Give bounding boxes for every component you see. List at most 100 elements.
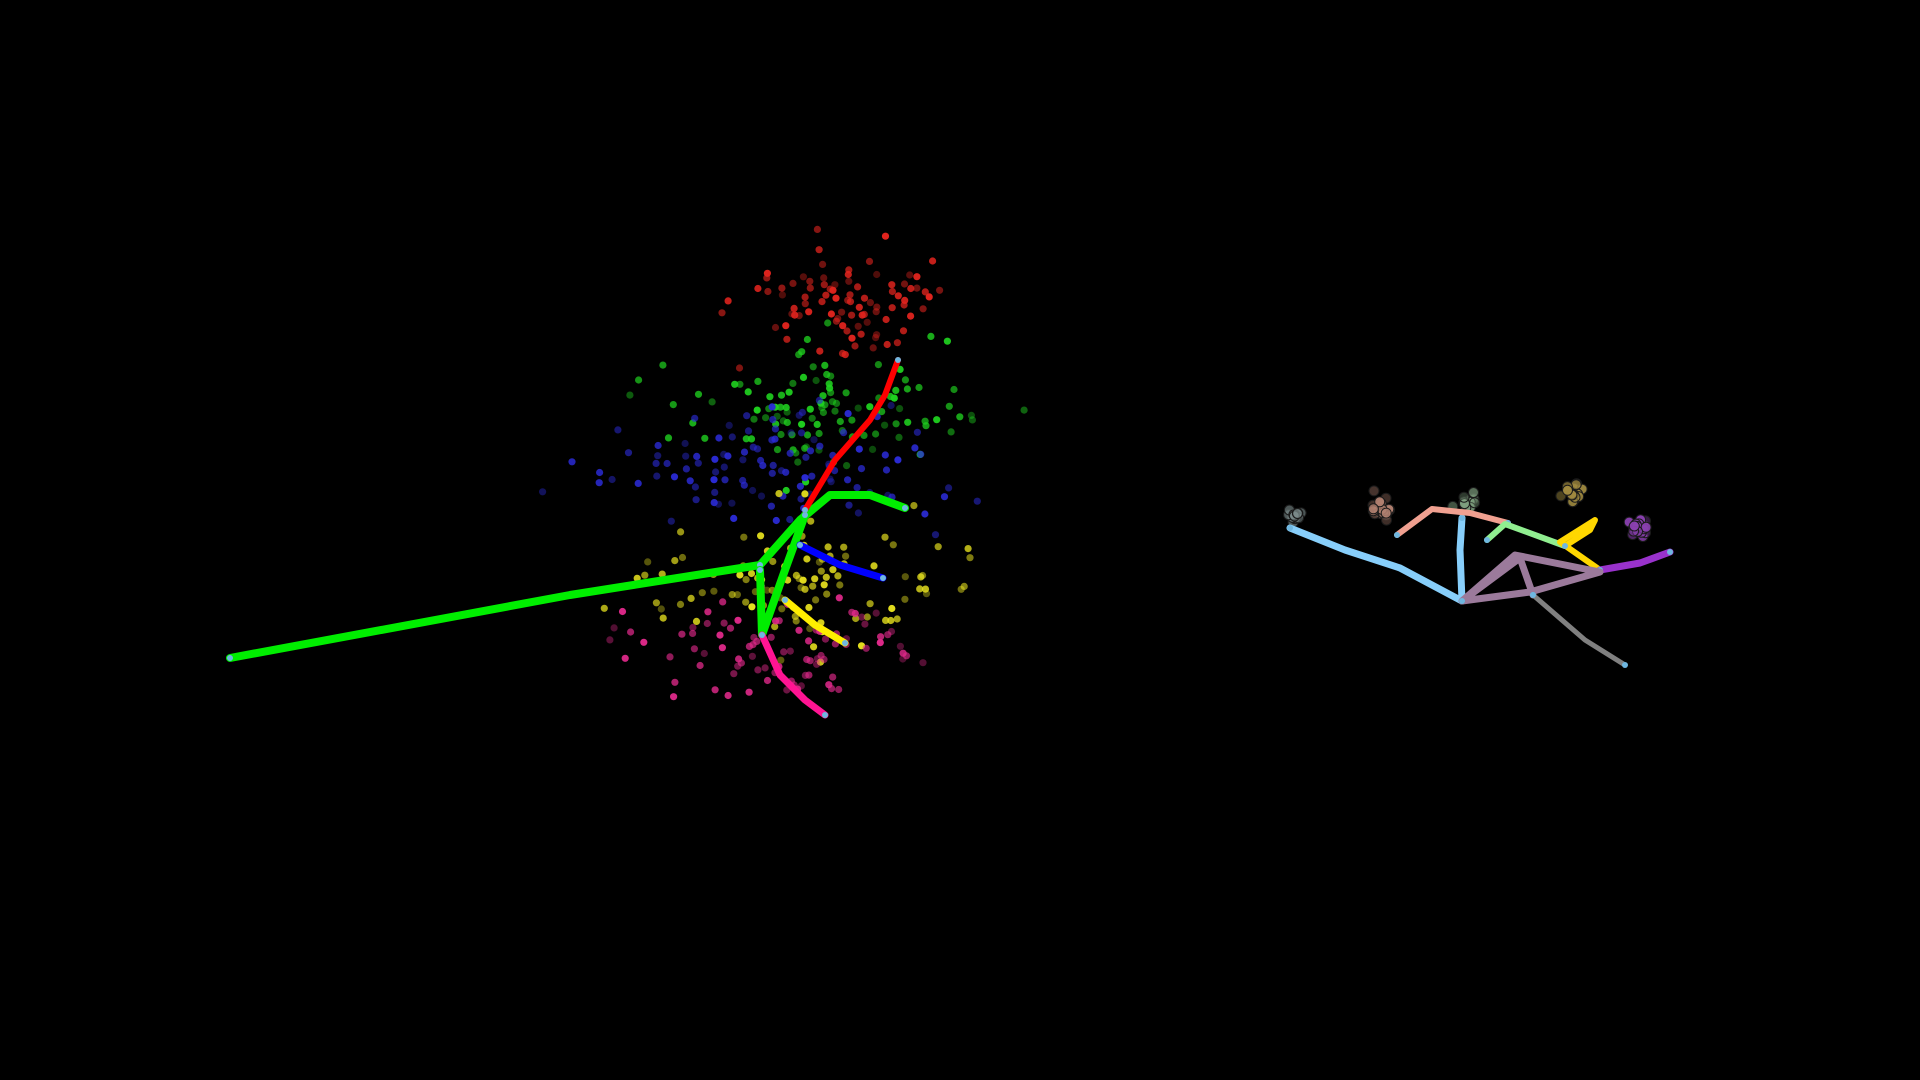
green-cluster-point	[789, 379, 797, 387]
red-cluster-point	[820, 274, 828, 282]
pink-cluster-point	[872, 609, 880, 617]
red-cluster-point	[907, 284, 915, 293]
pink-cluster-point	[876, 639, 884, 647]
green-cluster-point	[803, 431, 812, 439]
red-branch-node	[802, 507, 808, 513]
pink-cluster-point	[711, 686, 719, 694]
blue-cluster-point	[826, 475, 834, 483]
green-cluster-point	[747, 435, 756, 443]
green-cluster-point	[736, 380, 744, 388]
blue-cluster-point	[740, 448, 749, 456]
blue-cluster-point	[771, 425, 780, 433]
red-cluster-point	[778, 291, 787, 299]
red-cluster-point	[790, 304, 798, 312]
green-lower-branch-node	[802, 512, 808, 518]
green-lower-branch	[756, 511, 809, 639]
yellow-cluster-point	[801, 585, 809, 593]
blue-cluster-point	[686, 477, 694, 485]
pink-cluster-point	[670, 693, 678, 701]
blue-cluster-point	[720, 463, 728, 471]
yellow-cluster-point	[934, 543, 942, 551]
red-cluster-point	[718, 309, 726, 317]
green-cluster-point	[701, 434, 709, 442]
red-cluster-point	[869, 344, 877, 352]
green-cluster-point	[782, 403, 790, 412]
green-cluster-point	[869, 445, 877, 453]
pink-cluster-point	[719, 598, 727, 606]
blue-cluster-point	[692, 496, 700, 504]
pink-cluster-point	[726, 624, 735, 632]
pink-cluster-point	[851, 609, 859, 618]
pink-cluster-point	[724, 691, 732, 700]
yellow-cluster-point	[882, 616, 890, 625]
green-cluster-point	[933, 416, 941, 424]
green-cluster-point	[694, 390, 703, 398]
yellow-cluster-point	[771, 623, 779, 631]
green-cluster-point	[950, 385, 958, 394]
red-cluster-point	[806, 277, 814, 285]
pink-cluster-point	[627, 628, 635, 636]
pink-cluster-point	[690, 645, 699, 653]
red-cluster-point	[820, 281, 828, 289]
yellow-cluster-point	[736, 571, 744, 579]
red-cluster-point	[845, 277, 853, 285]
yellow-cluster-point	[812, 596, 820, 604]
blue-cluster-point	[816, 442, 824, 450]
red-cluster-point	[827, 310, 836, 318]
red-cluster-point	[925, 293, 933, 301]
green-cluster-point	[874, 361, 883, 369]
green-cluster-point	[664, 434, 673, 442]
green-cluster-point	[776, 403, 785, 411]
blue-cluster-point	[940, 493, 949, 501]
blue-cluster-point	[691, 414, 699, 422]
green-cluster-point	[812, 376, 820, 385]
yellow-cluster-point	[757, 532, 765, 540]
blue-cluster-point	[634, 479, 642, 487]
blue-cluster-point	[667, 517, 675, 525]
red-cluster-point	[866, 299, 875, 307]
yellow-cluster-point	[678, 553, 687, 562]
blue-cluster-point	[654, 452, 662, 460]
blue-cluster-point	[913, 428, 922, 436]
blue-cluster-point	[728, 433, 736, 441]
blue-cluster-point	[710, 476, 718, 484]
pink-cluster-point	[919, 659, 927, 667]
blue-branch-node	[797, 542, 803, 548]
pink-cluster-point	[718, 644, 727, 652]
red-cluster-point	[763, 269, 772, 277]
yellow-branch	[781, 596, 849, 647]
red-cluster-point	[832, 317, 841, 325]
yellow-cluster-point	[742, 576, 750, 584]
blue-cluster-point	[596, 468, 604, 477]
blue-cluster-point	[845, 501, 853, 509]
green-cluster-point	[943, 337, 952, 345]
yellow-cluster-point	[811, 575, 819, 583]
red-cluster-point	[841, 351, 849, 359]
pink-cluster	[606, 583, 927, 701]
pink-cluster-point	[786, 647, 794, 655]
yellow-cluster-point	[829, 566, 837, 574]
red-cluster-point	[846, 298, 855, 306]
pink-cluster-point	[817, 651, 825, 660]
red-cluster-point	[815, 246, 823, 254]
green-cluster-point	[866, 403, 874, 411]
red-branch	[802, 357, 901, 513]
pink-cluster-point	[750, 633, 758, 642]
tan-cluster	[1367, 485, 1396, 526]
trajectory-tree-left	[226, 225, 1028, 719]
red-cluster-point	[913, 284, 921, 292]
pink-cluster-point	[805, 637, 813, 645]
violet-cluster	[1623, 514, 1652, 542]
red-cluster-point	[888, 287, 897, 296]
green-cluster-point	[825, 380, 833, 388]
red-cluster-point	[899, 327, 908, 335]
red-cluster-point	[854, 283, 862, 291]
yellow-cluster-point	[659, 614, 667, 622]
blue-cluster-point	[694, 459, 702, 467]
green-cluster-point	[901, 376, 910, 384]
yellow-cluster-point	[687, 594, 695, 603]
pink-cluster-point	[700, 649, 708, 658]
red-cluster-point	[846, 291, 854, 299]
